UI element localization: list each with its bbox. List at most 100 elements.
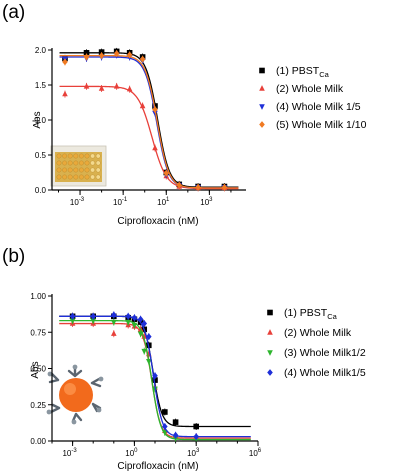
panel-a-y-tick-label: 1.0 — [35, 116, 47, 125]
panel-b-fit-curve-1 — [59, 315, 251, 428]
data-point — [90, 312, 96, 320]
legend-label: (2) Whole Milk — [276, 83, 344, 95]
data-point — [141, 333, 148, 339]
data-point — [137, 315, 144, 323]
panel-b-x-tick-label: 10-3 — [62, 448, 77, 458]
legend-marker — [259, 67, 265, 74]
panel-a-y-tick-label: 2.0 — [35, 46, 47, 55]
data-point — [111, 330, 117, 336]
legend-marker — [259, 104, 265, 110]
data-point — [162, 409, 168, 415]
panel-b-y-tick-label: 0.00 — [30, 437, 46, 446]
data-point — [126, 85, 133, 92]
panel-a-ylabel: Abs — [32, 111, 43, 128]
panel-a-fit-curve-4 — [59, 54, 239, 189]
panel-b-series-1 — [59, 312, 251, 430]
panel-b-fit-curve-3 — [59, 320, 251, 441]
panel-b-x-tick-label: 100 — [125, 448, 138, 458]
panel-b-legend-item-1: (1) PBSTCa — [267, 307, 338, 321]
panel-b-series-4 — [59, 311, 251, 441]
panel-a-legend-item-2: (2) Whole Milk — [259, 83, 344, 95]
legend-label: (1) PBSTCa — [284, 307, 338, 321]
data-point — [162, 430, 168, 436]
legend-label: (5) Whole Milk 1/10 — [276, 119, 367, 131]
panel-b-plot: 0.00 0.25 0.50 0.75 1.00 10-3 100 103 106 (1) PBS… — [30, 292, 365, 458]
data-point — [69, 312, 76, 320]
legend-label: (4) Whole Milk1/5 — [284, 367, 366, 379]
panel-a-series-4 — [59, 50, 239, 191]
data-point — [69, 318, 76, 325]
panel-a-legend-item-3: (4) Whole Milk 1/5 — [259, 101, 361, 113]
data-point — [152, 144, 158, 151]
panel-b-y-tick-label: 1.00 — [30, 292, 46, 301]
panel-a-microplate-photo — [50, 145, 107, 187]
panel-a-y-tick-label: 0.0 — [35, 186, 47, 195]
legend-marker — [267, 309, 273, 316]
panel-b-nanoparticle-illustration — [46, 364, 104, 425]
panel-b-legend-item-4: (4) Whole Milk1/5 — [267, 367, 366, 379]
data-point — [163, 169, 170, 177]
data-point — [113, 50, 120, 57]
legend-marker — [267, 369, 273, 376]
panel-a-x-tick-label: 101 — [157, 197, 170, 207]
data-point — [125, 319, 131, 326]
data-point — [141, 320, 148, 327]
data-point — [152, 372, 158, 380]
panel-b-y-tick-label: 0.50 — [30, 365, 46, 374]
panel-a-x-tick-label: 103 — [200, 197, 213, 207]
legend-marker — [267, 350, 273, 356]
data-point — [152, 106, 158, 113]
data-point — [152, 377, 158, 383]
data-point — [145, 333, 152, 340]
panel-a-fit-curve-1 — [59, 52, 239, 188]
legend-label: (3) Whole Milk1/2 — [284, 347, 366, 359]
panel-b-x-tick-label: 106 — [249, 448, 262, 458]
data-point — [145, 359, 152, 365]
data-point — [193, 423, 199, 430]
panel-b-ylabel: Abs — [30, 361, 41, 378]
data-point — [195, 183, 201, 191]
panel-b-legend-item-3: (3) Whole Milk1/2 — [267, 347, 366, 359]
panel-a-legend-item-1: (1) PBSTCa — [259, 65, 330, 79]
data-point — [172, 419, 179, 425]
panel-b-legend-item-2: (2) Whole Milk — [267, 327, 352, 339]
panel-a-x-tick-label: 10-3 — [70, 197, 85, 207]
panel-b-label: (b) — [2, 246, 25, 267]
data-point — [83, 53, 90, 61]
data-point — [131, 314, 138, 322]
data-point — [221, 183, 228, 191]
data-point — [83, 83, 90, 89]
data-point — [62, 58, 68, 66]
legend-marker — [267, 329, 273, 335]
panel-a-fit-curve-2 — [59, 85, 239, 190]
data-point — [98, 85, 105, 91]
data-point — [125, 312, 131, 320]
panel-a-legend-item-4: (5) Whole Milk 1/10 — [259, 119, 367, 131]
data-point — [126, 51, 133, 59]
data-point — [131, 322, 138, 329]
data-point — [98, 52, 105, 59]
data-point — [111, 319, 117, 326]
panel-a-xlabel: Ciprofloxacin (nM) — [117, 216, 198, 227]
data-point — [172, 431, 179, 439]
data-point — [90, 318, 96, 325]
legend-label: (4) Whole Milk 1/5 — [276, 101, 361, 113]
data-point — [83, 50, 90, 56]
data-point — [137, 331, 144, 338]
data-point — [62, 90, 68, 97]
panel-b-xlabel: Ciprofloxacin (nM) — [117, 461, 198, 472]
data-point — [141, 348, 148, 355]
data-point — [113, 83, 120, 89]
panel-b-x-tick-label: 103 — [187, 448, 200, 458]
legend-label: (1) PBSTCa — [276, 65, 330, 79]
panel-a-plot: 0.0 0.5 1.0 1.5 2.0 10-3 10-1 101 103 (1) PBSTCa (… — [35, 46, 367, 207]
legend-marker — [259, 121, 265, 128]
legend-label: (2) Whole Milk — [284, 327, 352, 339]
data-point — [139, 55, 146, 63]
data-point — [139, 102, 146, 109]
legend-marker — [259, 85, 265, 91]
data-point — [152, 110, 158, 117]
data-point — [193, 433, 199, 441]
panel-b-y-tick-label: 0.75 — [30, 328, 46, 337]
